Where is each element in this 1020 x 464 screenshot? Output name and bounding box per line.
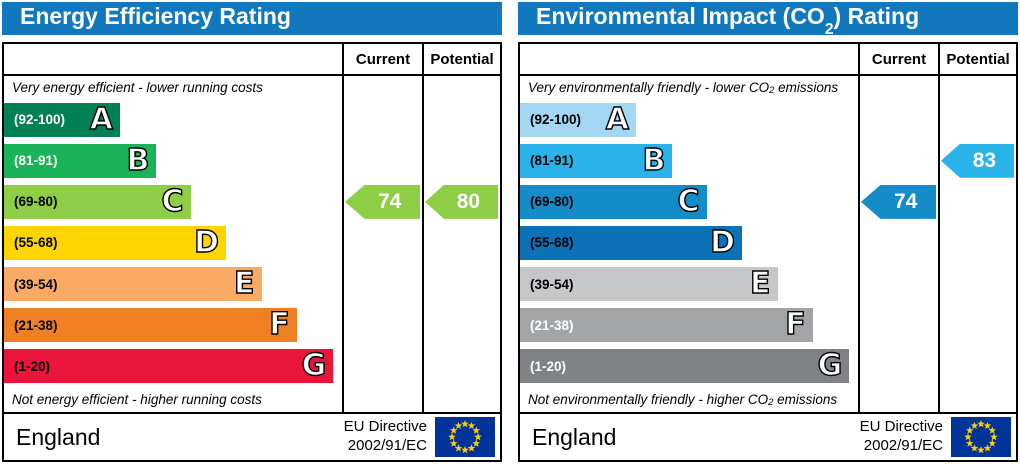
band-b: (81-91) B bbox=[4, 142, 157, 178]
band-g-letter: G bbox=[817, 348, 843, 384]
band-g: (1-20) G bbox=[4, 348, 334, 384]
title-text: Environmental Impact (CO2) Rating bbox=[536, 2, 920, 39]
current-rating-arrow: 74 bbox=[858, 181, 938, 222]
band-g-range: (1-20) bbox=[530, 358, 567, 374]
potential-column-header: Potential bbox=[422, 44, 500, 74]
environmental-impact-panel: Environmental Impact (CO2) Rating Curren… bbox=[518, 2, 1018, 462]
band-f: (21-38) F bbox=[520, 307, 813, 343]
band-a-range: (92-100) bbox=[14, 112, 66, 128]
potential-column-header: Potential bbox=[938, 44, 1016, 74]
band-f-letter: F bbox=[269, 307, 291, 343]
footer-row: England EU Directive 2002/91/EC bbox=[520, 414, 1016, 460]
potential-rating-value: 80 bbox=[456, 189, 481, 213]
empty-header-cell bbox=[4, 44, 342, 74]
band-b-range: (81-91) bbox=[14, 153, 58, 169]
band-b: (81-91) B bbox=[520, 142, 673, 178]
current-arrow-shape: 74 bbox=[345, 184, 420, 219]
top-caption: Very energy efficient - lower running co… bbox=[12, 80, 263, 95]
energy-efficiency-table: Current Potential Very energy efficient … bbox=[2, 42, 502, 462]
band-e: (39-54) E bbox=[520, 266, 778, 302]
band-e: (39-54) E bbox=[4, 266, 262, 302]
eu-flag-icon bbox=[951, 417, 1011, 457]
energy-efficiency-panel: Energy Efficiency Rating Current Potenti… bbox=[2, 2, 502, 462]
band-a-range: (92-100) bbox=[530, 112, 582, 128]
column-header-row: Current Potential bbox=[520, 44, 1016, 76]
eu-directive-label: EU Directive 2002/91/EC bbox=[859, 418, 943, 454]
band-e-range: (39-54) bbox=[530, 276, 574, 292]
region-label: England bbox=[16, 423, 101, 450]
band-d: (55-68) D bbox=[520, 224, 743, 260]
band-f-letter: F bbox=[785, 307, 807, 343]
band-e-range: (39-54) bbox=[14, 276, 58, 292]
current-column-header: Current bbox=[342, 44, 422, 74]
current-column-divider bbox=[858, 76, 938, 412]
potential-rating-arrow: 80 bbox=[422, 181, 500, 222]
band-d-range: (55-68) bbox=[530, 235, 574, 251]
current-rating-value: 74 bbox=[377, 189, 402, 213]
potential-rating-arrow: 83 bbox=[938, 140, 1016, 181]
band-c-letter: C bbox=[161, 183, 184, 219]
band-a-letter: A bbox=[605, 101, 630, 137]
bottom-caption: Not environmentally friendly - higher CO… bbox=[528, 391, 838, 408]
current-rating-value: 74 bbox=[893, 189, 918, 213]
band-c: (69-80) C bbox=[520, 183, 707, 219]
title-text: Energy Efficiency Rating bbox=[20, 2, 291, 29]
band-b-letter: B bbox=[642, 142, 666, 178]
band-a: (92-100) A bbox=[4, 101, 120, 137]
energy-band-chart: Very energy efficient - lower running co… bbox=[4, 76, 500, 414]
potential-rating-value: 83 bbox=[972, 148, 997, 172]
band-a-letter: A bbox=[89, 101, 114, 137]
co2-band-chart: Very environmentally friendly - lower CO… bbox=[520, 76, 1016, 414]
current-column-header: Current bbox=[858, 44, 938, 74]
band-f-range: (21-38) bbox=[14, 317, 58, 333]
band-c-letter: C bbox=[677, 183, 700, 219]
band-b-range: (81-91) bbox=[530, 153, 574, 169]
band-f: (21-38) F bbox=[4, 307, 297, 343]
potential-column-divider bbox=[938, 76, 1016, 412]
footer-row: England EU Directive 2002/91/EC bbox=[4, 414, 500, 460]
column-header-row: Current Potential bbox=[4, 44, 500, 76]
potential-arrow-shape: 80 bbox=[425, 184, 498, 219]
bottom-caption: Not energy efficient - higher running co… bbox=[12, 391, 262, 407]
band-g: (1-20) G bbox=[520, 348, 850, 384]
band-f-range: (21-38) bbox=[530, 317, 574, 333]
eu-flag-icon bbox=[435, 417, 495, 457]
eu-directive-label: EU Directive 2002/91/EC bbox=[343, 418, 427, 454]
band-d-letter: D bbox=[193, 224, 220, 260]
band-d-range: (55-68) bbox=[14, 235, 58, 251]
region-label: England bbox=[532, 423, 617, 450]
energy-efficiency-title: Energy Efficiency Rating bbox=[2, 2, 502, 35]
empty-header-cell bbox=[520, 44, 858, 74]
band-a: (92-100) A bbox=[520, 101, 636, 137]
potential-arrow-shape: 83 bbox=[941, 143, 1014, 178]
current-arrow-shape: 74 bbox=[861, 184, 936, 219]
band-b-letter: B bbox=[126, 142, 150, 178]
top-caption: Very environmentally friendly - lower CO… bbox=[528, 80, 839, 96]
environmental-impact-table: Current Potential Very environmentally f… bbox=[518, 42, 1018, 462]
environmental-impact-title: Environmental Impact (CO2) Rating bbox=[518, 2, 1018, 39]
band-c-range: (69-80) bbox=[530, 194, 574, 210]
band-e-letter: E bbox=[233, 266, 255, 302]
band-d: (55-68) D bbox=[4, 224, 227, 260]
band-g-letter: G bbox=[301, 348, 327, 384]
current-column-divider bbox=[342, 76, 422, 412]
band-c-range: (69-80) bbox=[14, 194, 58, 210]
band-e-letter: E bbox=[749, 266, 771, 302]
potential-column-divider bbox=[422, 76, 500, 412]
current-rating-arrow: 74 bbox=[342, 181, 422, 222]
band-g-range: (1-20) bbox=[14, 358, 51, 374]
band-d-letter: D bbox=[709, 224, 736, 260]
band-c: (69-80) C bbox=[4, 183, 191, 219]
